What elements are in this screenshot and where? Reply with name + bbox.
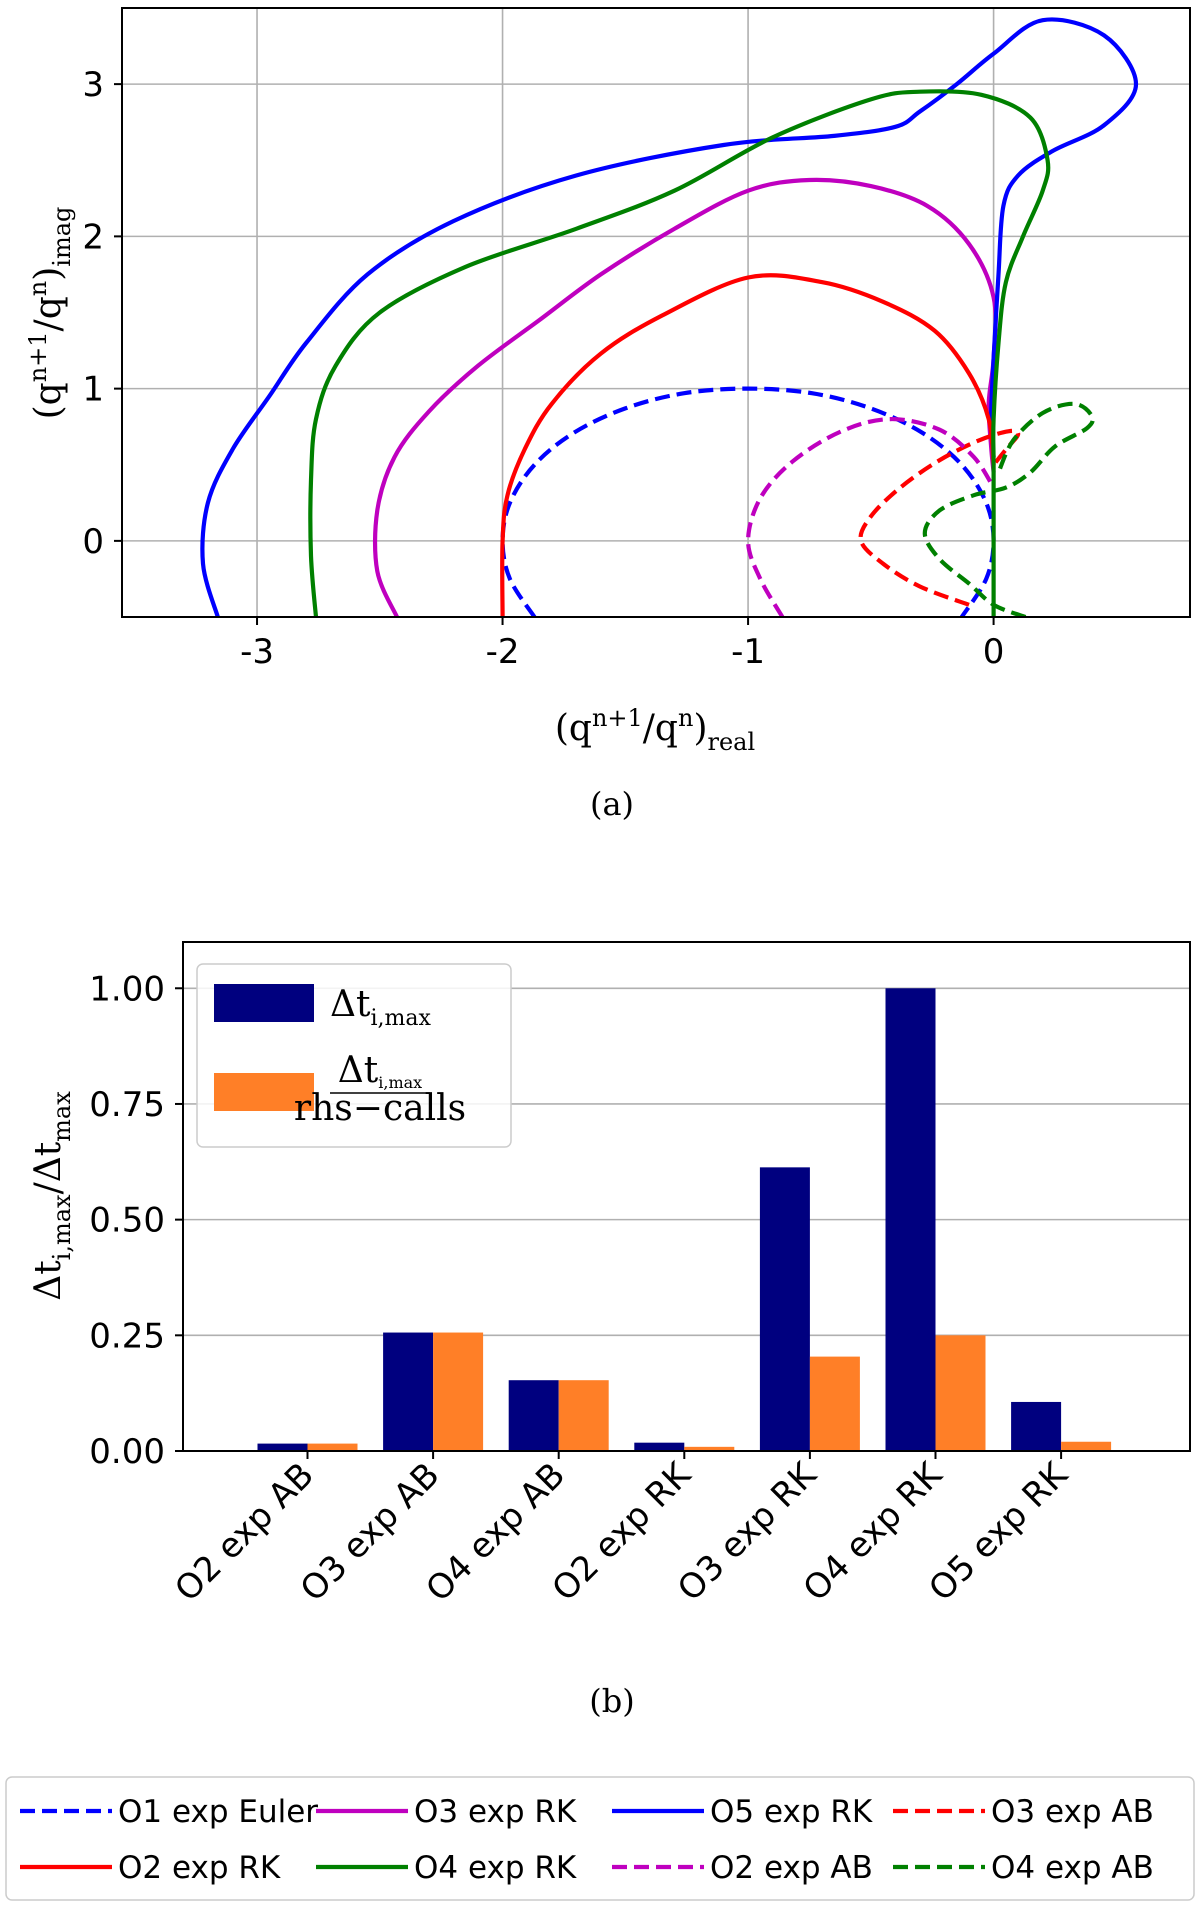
- stability-curves: [200, 17, 1139, 617]
- plot-frame-b: [182, 941, 1191, 1452]
- bar-legend: Δti,max Δti,max rhs−calls: [196, 963, 512, 1148]
- plot-frame-a: [121, 7, 1191, 618]
- x-tick-label: -3: [240, 632, 274, 672]
- legend-label: O2 exp AB: [710, 1850, 873, 1886]
- bars: [257, 988, 1112, 1451]
- bar-dt-o4-exp-ab: [508, 1380, 559, 1451]
- bar-dt-per-rhs-o3-exp-ab: [433, 1332, 484, 1451]
- x-tick-label: 0: [983, 632, 1005, 672]
- y-tick-label: 1.00: [89, 969, 165, 1009]
- bar-dt-o5-exp-rk: [1011, 1401, 1062, 1451]
- y-tick-label: 1: [82, 370, 104, 410]
- x-tick-label: O5 exp RK: [921, 1454, 1076, 1609]
- bar-dt-o3-exp-ab: [383, 1332, 434, 1451]
- curve-o2-exp-ab: [746, 416, 996, 617]
- legend-label-dt: Δti,max: [330, 984, 431, 1031]
- x-tick-label: -2: [486, 632, 520, 672]
- legend-label: O4 exp AB: [991, 1850, 1154, 1886]
- caption-a: (a): [590, 785, 634, 823]
- bar-dt-per-rhs-o5-exp-rk: [1061, 1441, 1112, 1451]
- legend-swatch-dt: [214, 984, 314, 1022]
- bar-dt-per-rhs-o3-exp-rk: [809, 1356, 860, 1451]
- bar-dt-o2-exp-ab: [257, 1443, 308, 1451]
- bar-dt-o3-exp-rk: [759, 1167, 810, 1451]
- curve-o5-exp-rk: [200, 17, 1139, 617]
- x-tick-label: -1: [731, 632, 765, 672]
- curve-o2-exp-rk: [500, 273, 996, 617]
- caption-b: (b): [589, 1682, 634, 1720]
- legend-label-dt-den: rhs−calls: [294, 1088, 466, 1129]
- y-tick-label: 2: [82, 217, 104, 257]
- curve-o3-exp-ab: [858, 428, 1021, 607]
- grid-a: [122, 8, 1190, 617]
- y-tick-label: 0: [82, 522, 104, 562]
- y-tick-label: 0.75: [89, 1085, 165, 1125]
- line-legend: O1 exp Euler O3 exp RK O5 exp RK O3 exp AB O…: [5, 1776, 1195, 1901]
- line-legend-box: [5, 1776, 1195, 1901]
- legend-label-dt-num: Δti,max: [338, 1050, 422, 1092]
- bar-dt-o2-exp-rk: [634, 1442, 685, 1451]
- y-axis-label-a: (qn+1/qn)imag: [24, 207, 76, 420]
- curve-o1-exp-euler: [500, 386, 996, 617]
- legend-swatch-dt-per-rhs: [214, 1073, 314, 1111]
- legend-label: O5 exp RK: [710, 1794, 873, 1830]
- y-tick-label: 3: [82, 65, 104, 105]
- x-axis-label-a: (qn+1/qn)real: [555, 704, 755, 756]
- y-tick-label: 0.50: [89, 1201, 165, 1241]
- legend-label: O4 exp RK: [414, 1850, 577, 1886]
- legend-label: O2 exp RK: [118, 1850, 281, 1886]
- legend-label: O3 exp AB: [991, 1794, 1154, 1830]
- legend-label: O3 exp RK: [414, 1794, 577, 1830]
- bar-dt-per-rhs-o2-exp-rk: [684, 1446, 735, 1451]
- curve-o4-exp-ab: [922, 401, 1095, 617]
- bar-dt-per-rhs-o4-exp-ab: [558, 1380, 609, 1451]
- curve-o4-exp-rk: [308, 89, 1051, 617]
- bar-dt-o4-exp-rk: [885, 988, 936, 1451]
- y-tick-label: 0.25: [89, 1316, 165, 1356]
- y-axis-label-b: Δti,max/Δtmax: [28, 1091, 76, 1301]
- bar-dt-per-rhs-o2-exp-ab: [307, 1443, 358, 1451]
- bar-dt-per-rhs-o4-exp-rk: [935, 1335, 986, 1451]
- y-tick-label: 0.00: [89, 1432, 165, 1472]
- curve-o3-exp-rk: [372, 177, 998, 617]
- legend-label: O1 exp Euler: [118, 1794, 318, 1830]
- ticks-a: -3 -2 -1 0 0 1 2 3: [82, 65, 1004, 672]
